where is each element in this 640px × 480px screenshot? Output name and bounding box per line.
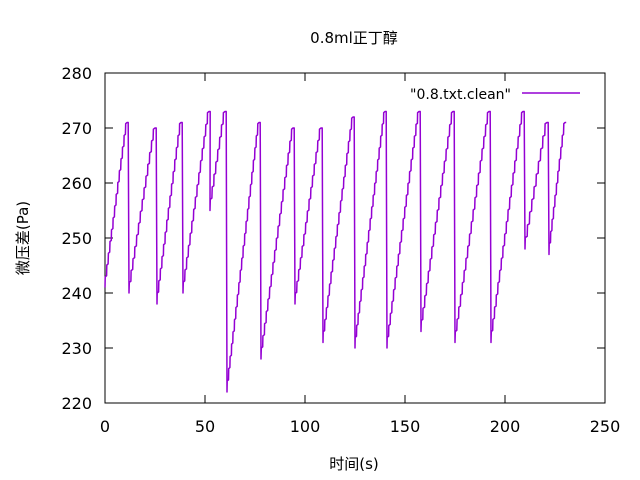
y-tick-label: 230 [61,339,92,358]
y-tick-label: 260 [61,174,92,193]
series-layer [104,110,567,393]
x-tick-label: 100 [290,417,321,436]
y-tick-label: 220 [61,394,92,413]
x-tick-label: 50 [195,417,215,436]
x-axis: 0 50 100 150 200 250 [100,73,620,436]
x-tick-label: 250 [590,417,621,436]
y-tick-label: 240 [61,284,92,303]
y-tick-label: 250 [61,229,92,248]
y-axis: 220 230 240 250 260 270 280 [61,64,605,413]
legend-entry-label: "0.8.txt.clean" [410,87,511,103]
x-tick-label: 200 [490,417,521,436]
y-tick-label: 270 [61,119,92,138]
y-tick-label: 280 [61,64,92,83]
series-line [104,110,567,393]
x-tick-label: 0 [100,417,110,436]
x-tick-label: 150 [390,417,421,436]
chart-title: 0.8ml正丁醇 [310,29,398,47]
x-axis-title: 时间(s) [329,455,379,473]
legend: "0.8.txt.clean" [410,87,580,103]
y-axis-title: 微压差(Pa) [14,201,32,275]
